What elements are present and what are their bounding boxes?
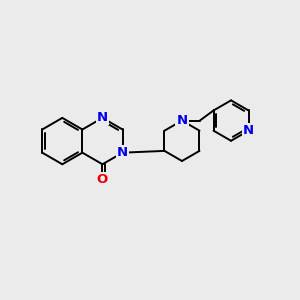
Text: N: N (176, 114, 188, 127)
Text: O: O (97, 173, 108, 186)
Text: N: N (97, 111, 108, 124)
Text: N: N (243, 124, 254, 137)
Text: N: N (117, 146, 128, 159)
